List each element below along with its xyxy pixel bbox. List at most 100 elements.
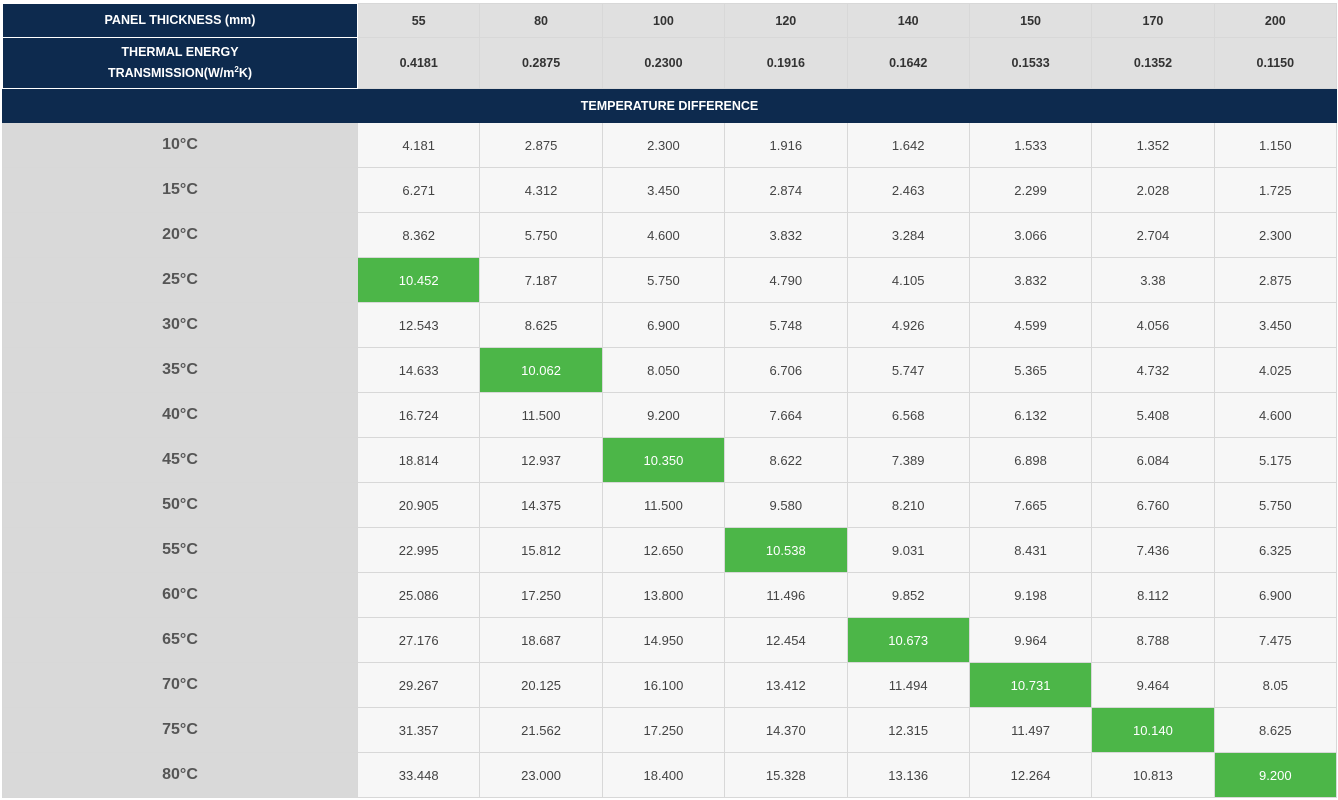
value-cell: 18.814 [356, 437, 481, 483]
table-row: 60°C 25.086 17.250 13.800 11.496 9.852 9.198 8.… [2, 572, 1338, 618]
value-cell: 6.900 [601, 302, 726, 348]
transmission-label-unit: K) [238, 66, 253, 81]
value-cell: 4.312 [479, 167, 603, 213]
thickness-value: 170 [1091, 3, 1215, 38]
value-cell: 7.436 [1091, 527, 1215, 573]
highlighted-value-cell: 9.200 [1213, 752, 1338, 798]
value-cell: 9.964 [968, 617, 1093, 663]
table-row: 70°C 29.267 20.125 16.100 13.412 11.494 10.731… [2, 662, 1338, 708]
value-cell: 8.788 [1091, 617, 1215, 663]
temperature-label: 55°C [2, 527, 358, 573]
value-cell: 2.300 [601, 122, 726, 168]
transmission-value: 0.1642 [846, 37, 970, 89]
highlighted-value-cell: 10.350 [601, 437, 726, 483]
temperature-label: 40°C [2, 392, 358, 438]
value-cell: 12.264 [968, 752, 1093, 798]
value-cell: 16.724 [356, 392, 481, 438]
value-cell: 9.464 [1091, 662, 1215, 708]
value-cell: 5.747 [846, 347, 970, 393]
table-row: 75°C 31.357 21.562 17.250 14.370 12.315 11.497… [2, 707, 1338, 753]
value-cell: 8.050 [601, 347, 726, 393]
temperature-label: 50°C [2, 482, 358, 528]
value-cell: 11.500 [601, 482, 726, 528]
value-cell: 2.300 [1213, 212, 1338, 258]
temperature-difference-title: TEMPERATURE DIFFERENCE [2, 88, 1337, 123]
value-cell: 2.875 [479, 122, 603, 168]
value-cell: 8.625 [1213, 707, 1338, 753]
table-row: 35°C 14.633 10.062 8.050 6.706 5.747 5.365 4.73… [2, 347, 1338, 393]
value-cell: 4.181 [356, 122, 481, 168]
value-cell: 2.874 [724, 167, 848, 213]
value-cell: 12.454 [724, 617, 848, 663]
table-row: 20°C 8.362 5.750 4.600 3.832 3.284 3.066 2.704 2… [2, 212, 1338, 258]
value-cell: 13.136 [846, 752, 970, 798]
value-cell: 2.463 [846, 167, 970, 213]
value-cell: 6.760 [1091, 482, 1215, 528]
highlighted-value-cell: 10.140 [1091, 707, 1215, 753]
value-cell: 12.650 [601, 527, 726, 573]
value-cell: 16.100 [601, 662, 726, 708]
panel-thickness-label: PANEL THICKNESS (mm) [2, 3, 358, 38]
value-cell: 6.900 [1213, 572, 1338, 618]
temperature-difference-section-row: TEMPERATURE DIFFERENCE [2, 88, 1337, 123]
value-cell: 5.750 [479, 212, 603, 258]
thickness-value: 100 [601, 3, 726, 38]
value-cell: 29.267 [356, 662, 481, 708]
value-cell: 1.150 [1213, 122, 1338, 168]
temperature-label: 20°C [2, 212, 358, 258]
value-cell: 3.38 [1091, 257, 1215, 303]
transmission-label-text: TRANSMISSION(W/m [107, 66, 235, 81]
value-cell: 15.812 [479, 527, 603, 573]
value-cell: 21.562 [479, 707, 603, 753]
value-cell: 4.600 [601, 212, 726, 258]
value-cell: 11.496 [724, 572, 848, 618]
value-cell: 6.271 [356, 167, 481, 213]
value-cell: 5.748 [724, 302, 848, 348]
value-cell: 7.664 [724, 392, 848, 438]
value-cell: 4.105 [846, 257, 970, 303]
thermal-transmission-table-wrapper: PANEL THICKNESS (mm) 55 80 100 120 140 1… [2, 3, 1338, 798]
value-cell: 7.187 [479, 257, 603, 303]
temperature-label: 75°C [2, 707, 358, 753]
transmission-label-line2: TRANSMISSION(W/m2K) [107, 65, 253, 81]
temperature-label: 60°C [2, 572, 358, 618]
temperature-label: 30°C [2, 302, 358, 348]
thickness-value: 150 [968, 3, 1093, 38]
value-cell: 4.926 [846, 302, 970, 348]
value-cell: 20.905 [356, 482, 481, 528]
highlighted-value-cell: 10.731 [968, 662, 1093, 708]
value-cell: 3.832 [968, 257, 1093, 303]
value-cell: 5.750 [601, 257, 726, 303]
value-cell: 6.084 [1091, 437, 1215, 483]
temperature-label: 70°C [2, 662, 358, 708]
value-cell: 14.370 [724, 707, 848, 753]
value-cell: 1.352 [1091, 122, 1215, 168]
temperature-label: 65°C [2, 617, 358, 663]
table-row: 15°C 6.271 4.312 3.450 2.874 2.463 2.299 2.028 1… [2, 167, 1338, 213]
value-cell: 17.250 [601, 707, 726, 753]
value-cell: 1.642 [846, 122, 970, 168]
temperature-label: 45°C [2, 437, 358, 483]
thermal-transmission-table: PANEL THICKNESS (mm) 55 80 100 120 140 1… [2, 3, 1338, 798]
value-cell: 4.790 [724, 257, 848, 303]
value-cell: 18.400 [601, 752, 726, 798]
value-cell: 6.898 [968, 437, 1093, 483]
value-cell: 9.031 [846, 527, 970, 573]
value-cell: 6.325 [1213, 527, 1338, 573]
value-cell: 2.028 [1091, 167, 1215, 213]
thickness-value: 140 [846, 3, 970, 38]
value-cell: 8.431 [968, 527, 1093, 573]
table-row: 25°C 10.452 7.187 5.750 4.790 4.105 3.832 3.38 2… [2, 257, 1338, 303]
value-cell: 9.580 [724, 482, 848, 528]
value-cell: 2.299 [968, 167, 1093, 213]
value-cell: 22.995 [356, 527, 481, 573]
value-cell: 3.066 [968, 212, 1093, 258]
value-cell: 9.198 [968, 572, 1093, 618]
value-cell: 3.832 [724, 212, 848, 258]
value-cell: 11.494 [846, 662, 970, 708]
table-row: 65°C 27.176 18.687 14.950 12.454 10.673 9.964 8… [2, 617, 1338, 663]
value-cell: 23.000 [479, 752, 603, 798]
value-cell: 8.05 [1213, 662, 1338, 708]
value-cell: 27.176 [356, 617, 481, 663]
value-cell: 4.056 [1091, 302, 1215, 348]
